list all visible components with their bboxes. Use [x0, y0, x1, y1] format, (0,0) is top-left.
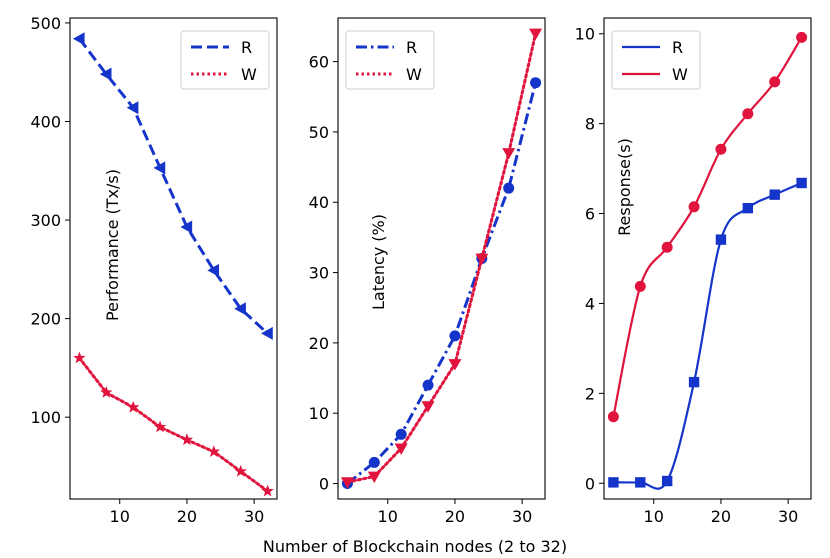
- x-tick-label: 20: [711, 507, 731, 526]
- legend-label-w: W: [406, 65, 422, 84]
- y-tick-label: 6: [585, 205, 595, 224]
- y-axis-label: Response(s): [615, 138, 634, 236]
- data-point-w-5: [207, 445, 221, 457]
- data-point-r-6: [503, 182, 515, 194]
- data-point-r-3: [153, 161, 166, 175]
- data-point-w-6: [234, 464, 247, 477]
- data-point-r-7: [796, 177, 807, 189]
- data-point-w-6: [769, 76, 781, 88]
- data-point-r-0: [608, 477, 619, 488]
- y-tick-label: 2: [585, 384, 595, 403]
- data-point-r-7: [261, 326, 273, 340]
- data-point-w-5: [475, 253, 489, 265]
- y-tick-label: 10: [309, 404, 329, 423]
- data-point-r-2: [661, 475, 673, 487]
- data-point-r-6: [234, 302, 246, 316]
- legend-label-w: W: [241, 65, 257, 84]
- legend-label-r: R: [406, 38, 417, 57]
- y-tick-label: 60: [309, 53, 329, 72]
- series-line-r: [613, 181, 803, 490]
- data-point-r-1: [635, 477, 646, 488]
- data-point-r-5: [742, 202, 754, 214]
- series-line-w: [77, 356, 270, 493]
- data-point-w-1: [634, 280, 646, 292]
- data-point-w-3: [421, 401, 435, 413]
- legend-label-w: W: [672, 65, 688, 84]
- data-point-w-2: [394, 443, 408, 455]
- data-point-w-2: [126, 400, 140, 413]
- legend: RW: [180, 30, 270, 90]
- data-point-w-7: [796, 31, 808, 43]
- y-tick-label: 400: [30, 112, 61, 131]
- x-tick-label: 10: [644, 507, 664, 526]
- data-point-r-4: [715, 234, 727, 245]
- data-point-w-0: [340, 477, 354, 489]
- data-point-w-3: [688, 201, 700, 213]
- x-tick-label: 20: [445, 507, 465, 526]
- y-axis-label: Performance (Tx/s): [103, 169, 122, 321]
- axes-frame: [337, 17, 546, 500]
- series-line-w: [612, 36, 803, 417]
- data-point-r-3: [688, 376, 700, 388]
- data-point-w-2: [661, 241, 673, 253]
- data-point-r-2: [395, 428, 407, 440]
- x-tick-label: 10: [378, 507, 398, 526]
- y-axis-label: Latency (%): [369, 214, 388, 310]
- data-point-w-4: [715, 143, 727, 155]
- data-point-w-5: [742, 108, 754, 120]
- legend: RW: [611, 30, 701, 90]
- data-point-r-7: [530, 77, 542, 89]
- x-tick-label: 30: [512, 507, 532, 526]
- x-tick-label: 10: [110, 507, 130, 526]
- y-tick-label: 20: [309, 334, 329, 353]
- data-point-r-5: [207, 263, 220, 277]
- response-panel: 10 20 30 0 2 4 6 8 10 Response(s) RW: [575, 17, 812, 526]
- y-tick-label: 200: [30, 310, 61, 329]
- data-point-r-2: [126, 101, 139, 115]
- legend-label-r: R: [241, 38, 252, 57]
- y-tick-label: 50: [309, 123, 329, 142]
- data-point-w-7: [529, 28, 543, 40]
- y-tick-label: 30: [309, 264, 329, 283]
- x-tick-label: 30: [244, 507, 264, 526]
- data-point-r-4: [180, 220, 193, 234]
- data-point-r-4: [449, 330, 461, 342]
- x-tick-label: 20: [177, 507, 197, 526]
- data-point-w-4: [448, 359, 462, 371]
- y-tick-label: 10: [575, 25, 595, 44]
- y-tick-label: 500: [30, 14, 61, 33]
- axes-frame: [69, 17, 278, 500]
- y-tick-label: 300: [30, 211, 61, 230]
- data-point-w-0: [73, 351, 86, 364]
- y-tick-label: 0: [585, 474, 595, 493]
- latency-panel: 10 20 30 0 10 20 30 40 50 60 Latency (%) RW: [309, 17, 546, 526]
- data-point-w-7: [261, 484, 274, 497]
- y-tick-label: 8: [585, 115, 595, 134]
- data-point-r-1: [368, 456, 380, 468]
- series-line-r: [346, 82, 538, 485]
- performance-panel: 10 20 30 100 200 300 400 500 Performance (Tx/s) R…: [30, 14, 278, 526]
- y-tick-label: 0: [319, 475, 329, 494]
- data-point-w-3: [153, 420, 167, 433]
- data-point-r-3: [422, 379, 434, 391]
- data-point-w-1: [367, 471, 381, 483]
- legend: RW: [345, 30, 435, 90]
- data-point-w-1: [100, 386, 113, 398]
- axes-frame: [603, 17, 812, 500]
- data-point-w-0: [607, 411, 619, 423]
- data-point-w-4: [180, 433, 194, 446]
- x-tick-label: 30: [778, 507, 798, 526]
- y-tick-label: 40: [309, 193, 329, 212]
- data-point-r-1: [99, 67, 112, 81]
- shared-x-axis-label: Number of Blockchain nodes (2 to 32): [263, 537, 567, 554]
- data-point-r-0: [72, 32, 85, 46]
- data-point-r-6: [769, 189, 780, 200]
- y-tick-label: 4: [585, 294, 595, 313]
- y-tick-label: 100: [30, 408, 61, 427]
- data-point-w-6: [502, 148, 516, 160]
- legend-label-r: R: [672, 38, 683, 57]
